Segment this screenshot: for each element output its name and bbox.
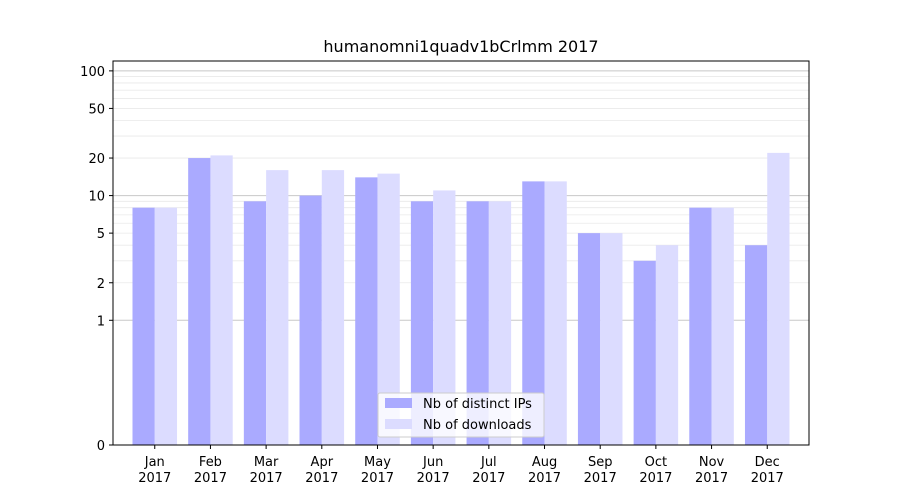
bar-distinct-ips xyxy=(410,201,434,445)
x-tick-month-label: May xyxy=(364,455,391,470)
legend-label-distinct-ips: Nb of distinct IPs xyxy=(423,397,532,412)
bar-distinct-ips xyxy=(188,158,211,445)
x-tick-year-label: 2017 xyxy=(138,471,171,486)
bar-downloads xyxy=(544,181,567,445)
x-tick-month-label: Apr xyxy=(311,455,334,470)
bar-downloads xyxy=(321,170,345,445)
bar-downloads xyxy=(711,207,734,445)
x-tick-year-label: 2017 xyxy=(751,471,784,486)
y-tick-label: 10 xyxy=(88,190,105,205)
x-tick-year-label: 2017 xyxy=(194,471,227,486)
x-tick-month-label: Oct xyxy=(645,455,667,470)
x-tick-month-label: Jan xyxy=(144,455,165,470)
x-tick-month-label: Aug xyxy=(532,455,557,470)
legend-label-downloads: Nb of downloads xyxy=(423,418,532,433)
legend-box xyxy=(377,392,545,438)
x-tick-year-label: 2017 xyxy=(584,471,617,486)
legend-swatch-distinct-ips xyxy=(385,398,412,408)
bar-downloads xyxy=(154,207,178,445)
x-tick-month-label: Sep xyxy=(588,455,613,470)
legend: Nb of distinct IPs Nb of downloads xyxy=(377,392,545,438)
bar-downloads xyxy=(433,190,456,445)
bar-downloads xyxy=(210,155,233,445)
bar-distinct-ips xyxy=(522,181,545,445)
y-tick-label: 2 xyxy=(97,277,105,292)
bar-downloads xyxy=(655,245,679,445)
y-tick-label: 1 xyxy=(97,314,105,329)
chart-title: humanomni1quadv1bCrlmm 2017 xyxy=(323,37,598,56)
x-tick-month-label: Dec xyxy=(755,455,780,470)
y-tick-label: 0 xyxy=(97,439,105,454)
y-tick-label: 20 xyxy=(88,152,105,167)
x-tick-year-label: 2017 xyxy=(417,471,450,486)
bar-downloads xyxy=(600,233,623,445)
y-tick-label: 5 xyxy=(97,227,105,242)
bar-distinct-ips xyxy=(744,245,768,445)
bar-distinct-ips xyxy=(633,260,656,445)
x-tick-year-label: 2017 xyxy=(639,471,672,486)
bar-distinct-ips xyxy=(577,233,601,445)
x-tick-month-label: Feb xyxy=(199,455,222,470)
bar-downloads xyxy=(266,170,289,445)
bar-downloads xyxy=(488,201,512,445)
y-tick-label: 100 xyxy=(80,65,105,80)
x-tick-month-label: Jul xyxy=(480,455,497,470)
y-axis-ticks: 0 1 2 5 10 20 50 100 xyxy=(80,65,113,454)
x-tick-year-label: 2017 xyxy=(472,471,505,486)
x-tick-month-label: Nov xyxy=(699,455,725,470)
bar-distinct-ips xyxy=(132,207,155,445)
bar-distinct-ips xyxy=(689,207,712,445)
axes xyxy=(112,60,810,446)
bar-downloads xyxy=(377,173,400,445)
x-tick-year-label: 2017 xyxy=(305,471,338,486)
bar-distinct-ips xyxy=(243,201,267,445)
x-tick-year-label: 2017 xyxy=(528,471,561,486)
x-tick-month-label: Mar xyxy=(254,455,279,470)
plot-frame xyxy=(112,60,810,446)
x-tick-year-label: 2017 xyxy=(361,471,394,486)
x-tick-month-label: Jun xyxy=(422,455,443,470)
bar-downloads xyxy=(767,152,790,445)
bar-distinct-ips xyxy=(299,195,322,445)
legend-swatch-downloads xyxy=(385,419,412,429)
bar-distinct-ips xyxy=(355,177,378,445)
x-tick-year-label: 2017 xyxy=(695,471,728,486)
bar-distinct-ips xyxy=(466,201,489,445)
y-tick-label: 50 xyxy=(88,102,105,117)
x-tick-year-label: 2017 xyxy=(250,471,283,486)
bars xyxy=(132,152,790,445)
x-axis-ticks: Jan2017Feb2017Mar2017Apr2017May2017Jun20… xyxy=(138,445,784,486)
